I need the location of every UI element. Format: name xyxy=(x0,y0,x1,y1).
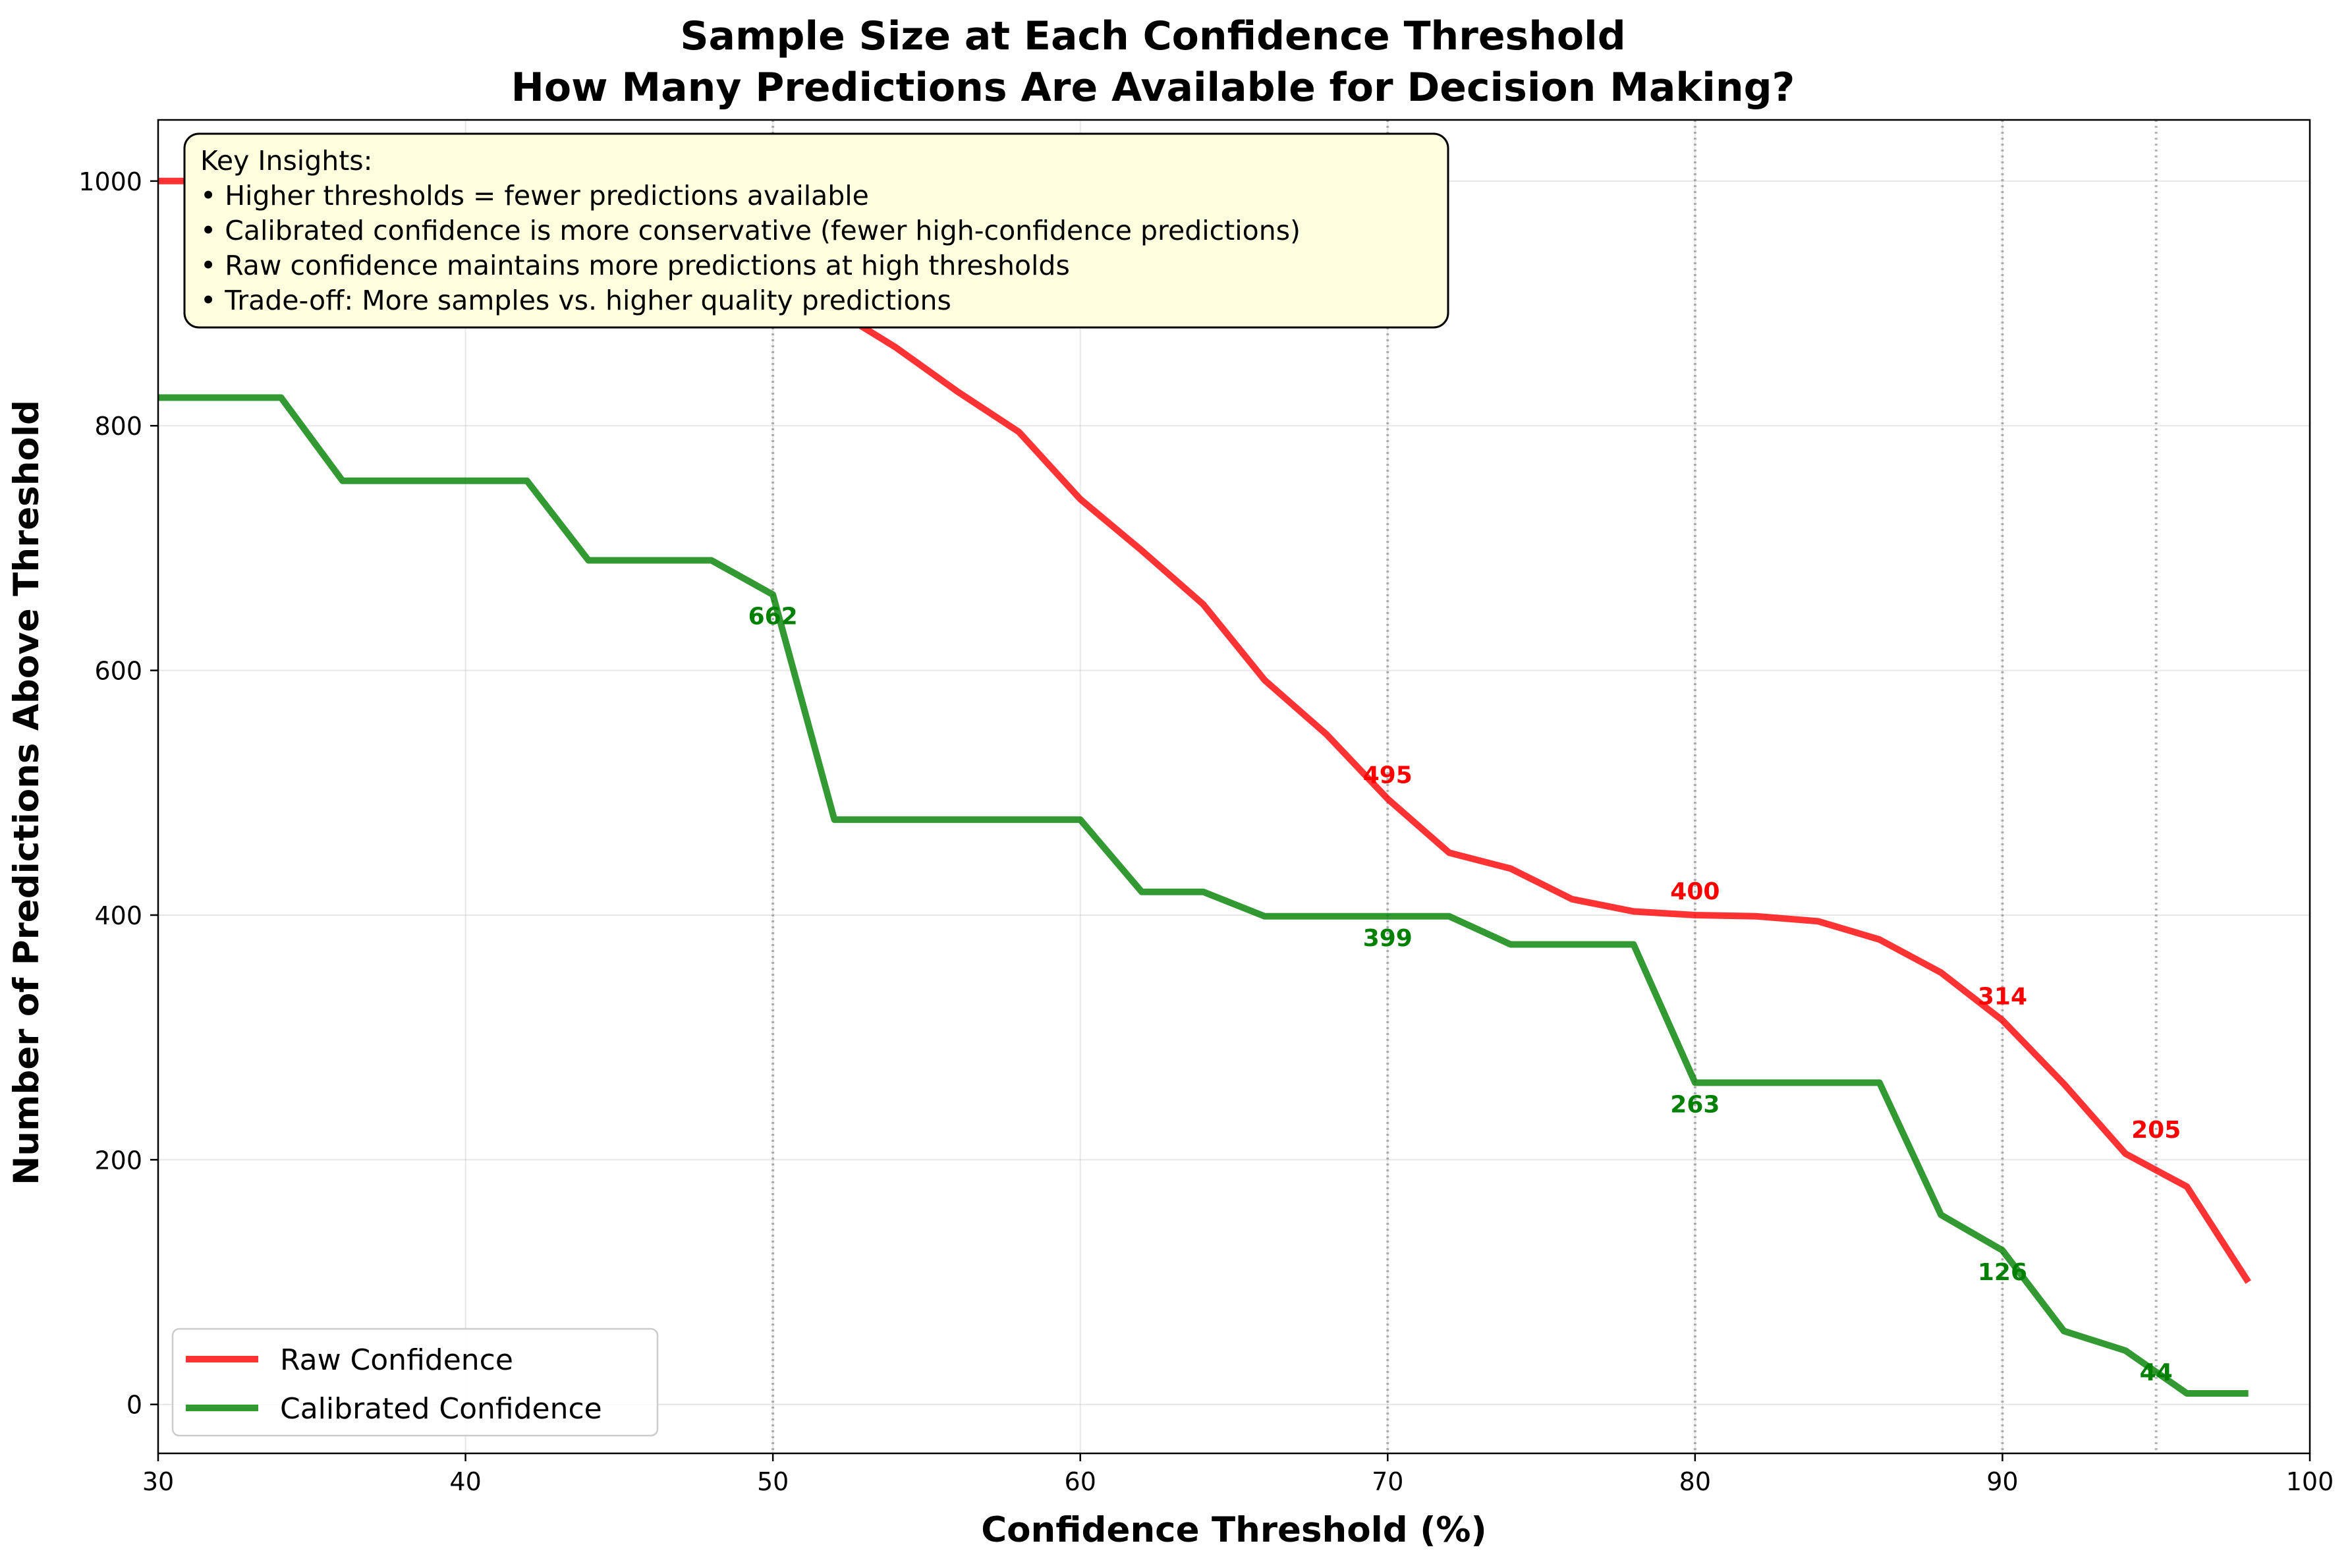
data-label: 263 xyxy=(1670,1091,1720,1118)
x-tick-label: 40 xyxy=(449,1467,481,1496)
y-tick-label: 1000 xyxy=(78,167,142,196)
key-insight-line: • Higher thresholds = fewer predictions … xyxy=(200,180,869,211)
data-label: 399 xyxy=(1363,925,1413,952)
series-line-raw xyxy=(158,177,2251,1284)
data-label: 44 xyxy=(2140,1359,2173,1386)
legend-label-raw: Raw Confidence xyxy=(280,1343,513,1377)
plot-frame xyxy=(157,119,2311,1455)
data-label: 662 xyxy=(748,603,798,630)
legend-label-calibrated: Calibrated Confidence xyxy=(280,1392,602,1426)
x-tick-label: 100 xyxy=(2286,1467,2334,1496)
key-insights-box: Key Insights: • Higher thresholds = fewe… xyxy=(183,132,1449,329)
y-axis-ticks: 0 200 400 600 800 1000 xyxy=(78,167,158,1420)
legend-frame xyxy=(171,1328,659,1437)
y-tick-label: 400 xyxy=(94,901,142,930)
x-tick-label: 30 xyxy=(142,1467,174,1496)
y-tick-label: 600 xyxy=(94,657,142,686)
chart-title: Sample Size at Each Confidence Threshold xyxy=(680,13,1625,59)
data-label: 314 xyxy=(1978,984,2027,1011)
data-label: 495 xyxy=(1363,762,1413,789)
data-label: 205 xyxy=(2131,1117,2181,1144)
x-axis-ticks: 30 40 50 60 70 80 90 100 xyxy=(142,1453,2334,1496)
data-label: 126 xyxy=(1978,1259,2027,1286)
key-insight-line: • Trade-off: More samples vs. higher qua… xyxy=(200,285,951,316)
x-tick-label: 70 xyxy=(1372,1467,1403,1496)
chart-subtitle: How Many Predictions Are Available for D… xyxy=(511,65,1795,111)
key-insight-line: • Raw confidence maintains more predicti… xyxy=(200,250,1070,281)
key-insight-line: • Calibrated confidence is more conserva… xyxy=(200,215,1301,246)
x-tick-label: 90 xyxy=(1986,1467,2018,1496)
x-tick-label: 80 xyxy=(1679,1467,1711,1496)
series-lines xyxy=(158,177,2251,1397)
key-insights-background xyxy=(183,132,1449,329)
series-line-calibrated xyxy=(158,394,2249,1397)
y-axis-label: Number of Predictions Above Threshold xyxy=(7,400,47,1185)
x-axis-label: Confidence Threshold (%) xyxy=(981,1510,1487,1550)
y-tick-label: 0 xyxy=(126,1391,142,1420)
data-labels: 495 400 314 205 662 399 263 126 44 xyxy=(748,603,2181,1386)
y-tick-label: 800 xyxy=(94,412,142,441)
data-label: 400 xyxy=(1670,878,1720,905)
y-tick-label: 200 xyxy=(94,1146,142,1175)
key-insights-heading: Key Insights: xyxy=(200,145,372,177)
x-tick-label: 60 xyxy=(1065,1467,1096,1496)
x-tick-label: 50 xyxy=(757,1467,789,1496)
legend: Raw Confidence Calibrated Confidence xyxy=(171,1328,659,1437)
